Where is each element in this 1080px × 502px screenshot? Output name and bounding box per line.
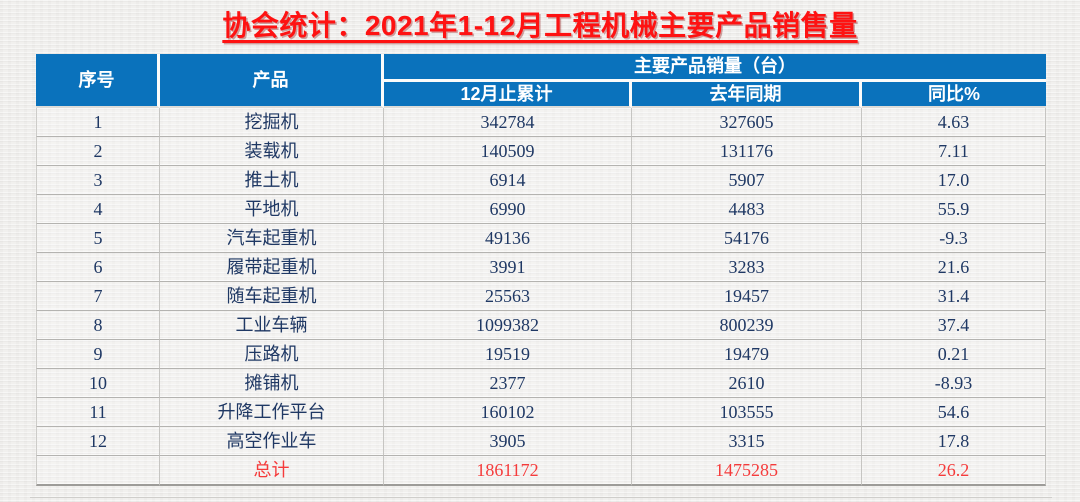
cell-cumulative: 160102 bbox=[384, 398, 632, 427]
header-row-top: 序号 产品 主要产品销量（台） bbox=[36, 54, 1046, 108]
cell-index: 9 bbox=[36, 340, 160, 369]
cell-index: 10 bbox=[36, 369, 160, 398]
cell-yoy: 31.4 bbox=[862, 282, 1046, 311]
table-row: 12 高空作业车 3905 3315 17.8 bbox=[36, 427, 1046, 456]
cell-index: 1 bbox=[36, 108, 160, 137]
cell-last-year: 131176 bbox=[632, 137, 862, 166]
cell-product: 履带起重机 bbox=[160, 253, 384, 282]
cell-cumulative: 6990 bbox=[384, 195, 632, 224]
cell-last-year: 800239 bbox=[632, 311, 862, 340]
col-header-yoy: 同比% bbox=[862, 82, 1046, 108]
col-header-index: 序号 bbox=[36, 54, 160, 108]
cell-cumulative: 2377 bbox=[384, 369, 632, 398]
cell-cumulative: 342784 bbox=[384, 108, 632, 137]
cell-last-year: 3283 bbox=[632, 253, 862, 282]
table-row: 3 推土机 6914 5907 17.0 bbox=[36, 166, 1046, 195]
cell-last-year: 4483 bbox=[632, 195, 862, 224]
cell-cumulative: 25563 bbox=[384, 282, 632, 311]
cell-yoy: 54.6 bbox=[862, 398, 1046, 427]
cell-total-last-year: 1475285 bbox=[632, 456, 862, 486]
cell-last-year: 2610 bbox=[632, 369, 862, 398]
cell-product: 高空作业车 bbox=[160, 427, 384, 456]
table-row: 7 随车起重机 25563 19457 31.4 bbox=[36, 282, 1046, 311]
cell-product: 摊铺机 bbox=[160, 369, 384, 398]
cell-last-year: 19479 bbox=[632, 340, 862, 369]
cell-total-label: 总计 bbox=[160, 456, 384, 486]
cell-product: 随车起重机 bbox=[160, 282, 384, 311]
cell-index: 4 bbox=[36, 195, 160, 224]
sales-table: 序号 产品 主要产品销量（台） 12月止累计 去年同期 同比% 1 挖掘机 34… bbox=[36, 54, 1046, 486]
table-row: 2 装载机 140509 131176 7.11 bbox=[36, 137, 1046, 166]
cell-cumulative: 49136 bbox=[384, 224, 632, 253]
cell-yoy: 55.9 bbox=[862, 195, 1046, 224]
cell-last-year: 327605 bbox=[632, 108, 862, 137]
cell-index: 3 bbox=[36, 166, 160, 195]
table-row: 4 平地机 6990 4483 55.9 bbox=[36, 195, 1046, 224]
cell-cumulative: 140509 bbox=[384, 137, 632, 166]
cell-last-year: 19457 bbox=[632, 282, 862, 311]
cell-product: 升降工作平台 bbox=[160, 398, 384, 427]
cell-product: 汽车起重机 bbox=[160, 224, 384, 253]
col-header-last-year: 去年同期 bbox=[632, 82, 862, 108]
cell-total-yoy: 26.2 bbox=[862, 456, 1046, 486]
cell-yoy: -8.93 bbox=[862, 369, 1046, 398]
cell-last-year: 54176 bbox=[632, 224, 862, 253]
cell-last-year: 103555 bbox=[632, 398, 862, 427]
table-row: 9 压路机 19519 19479 0.21 bbox=[36, 340, 1046, 369]
cell-cumulative: 19519 bbox=[384, 340, 632, 369]
cell-product: 推土机 bbox=[160, 166, 384, 195]
cell-product: 挖掘机 bbox=[160, 108, 384, 137]
table-row: 10 摊铺机 2377 2610 -8.93 bbox=[36, 369, 1046, 398]
cell-total-cumulative: 1861172 bbox=[384, 456, 632, 486]
cell-index: 7 bbox=[36, 282, 160, 311]
cell-last-year: 5907 bbox=[632, 166, 862, 195]
cell-cumulative: 3905 bbox=[384, 427, 632, 456]
table-row: 5 汽车起重机 49136 54176 -9.3 bbox=[36, 224, 1046, 253]
table-row: 6 履带起重机 3991 3283 21.6 bbox=[36, 253, 1046, 282]
cell-index: 6 bbox=[36, 253, 160, 282]
page-title: 协会统计：2021年1-12月工程机械主要产品销售量 bbox=[222, 10, 858, 41]
cell-product: 工业车辆 bbox=[160, 311, 384, 340]
cell-yoy: 0.21 bbox=[862, 340, 1046, 369]
bottom-divider bbox=[30, 497, 1052, 498]
cell-yoy: 7.11 bbox=[862, 137, 1046, 166]
cell-index: 2 bbox=[36, 137, 160, 166]
cell-index-empty bbox=[36, 456, 160, 486]
table-body: 1 挖掘机 342784 327605 4.63 2 装载机 140509 13… bbox=[36, 108, 1046, 486]
cell-cumulative: 1099382 bbox=[384, 311, 632, 340]
cell-yoy: 21.6 bbox=[862, 253, 1046, 282]
cell-last-year: 3315 bbox=[632, 427, 862, 456]
table-row: 8 工业车辆 1099382 800239 37.4 bbox=[36, 311, 1046, 340]
cell-cumulative: 3991 bbox=[384, 253, 632, 282]
cell-product: 平地机 bbox=[160, 195, 384, 224]
cell-index: 12 bbox=[36, 427, 160, 456]
cell-product: 压路机 bbox=[160, 340, 384, 369]
header-row-sub: 12月止累计 去年同期 同比% bbox=[36, 82, 1046, 108]
cell-yoy: 37.4 bbox=[862, 311, 1046, 340]
cell-yoy: 4.63 bbox=[862, 108, 1046, 137]
cell-index: 11 bbox=[36, 398, 160, 427]
table-total-row: 总计 1861172 1475285 26.2 bbox=[36, 456, 1046, 486]
cell-yoy: -9.3 bbox=[862, 224, 1046, 253]
col-header-product: 产品 bbox=[160, 54, 384, 108]
cell-index: 5 bbox=[36, 224, 160, 253]
col-header-group: 主要产品销量（台） bbox=[384, 54, 1046, 82]
col-header-cumulative: 12月止累计 bbox=[384, 82, 632, 108]
table-row: 1 挖掘机 342784 327605 4.63 bbox=[36, 108, 1046, 137]
page-background: { "title": "协会统计：2021年1-12月工程机械主要产品销售量",… bbox=[0, 8, 1080, 502]
cell-yoy: 17.0 bbox=[862, 166, 1046, 195]
table-row: 11 升降工作平台 160102 103555 54.6 bbox=[36, 398, 1046, 427]
table-header: 序号 产品 主要产品销量（台） 12月止累计 去年同期 同比% bbox=[36, 54, 1046, 108]
cell-cumulative: 6914 bbox=[384, 166, 632, 195]
cell-index: 8 bbox=[36, 311, 160, 340]
cell-yoy: 17.8 bbox=[862, 427, 1046, 456]
cell-product: 装载机 bbox=[160, 137, 384, 166]
